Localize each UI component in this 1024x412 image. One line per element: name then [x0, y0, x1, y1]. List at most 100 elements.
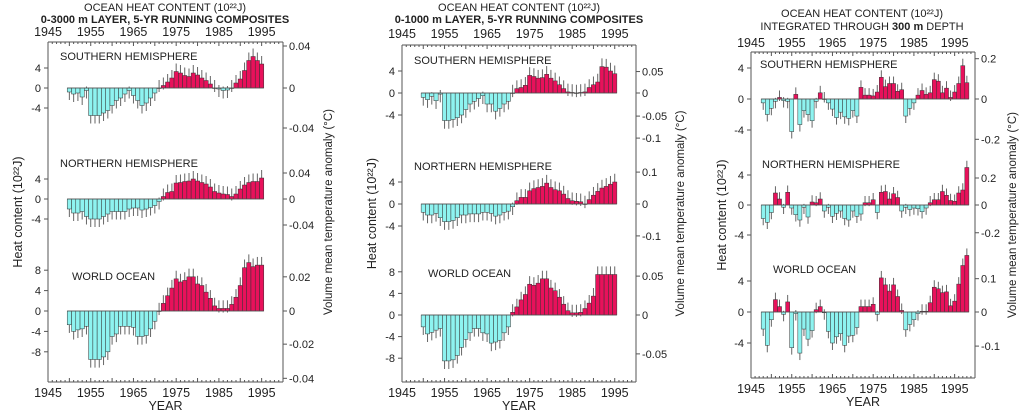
bar-1993 — [603, 186, 609, 205]
bar-1973 — [518, 87, 524, 94]
y-tick-label: 0 — [35, 83, 41, 95]
x-tick-label: 1995 — [248, 386, 276, 400]
bar-1985 — [216, 192, 222, 200]
bar-1955 — [442, 314, 447, 362]
bar-1977 — [535, 187, 541, 205]
y2-tick-label: -0.1 — [642, 133, 661, 145]
bar-1984 — [907, 204, 913, 210]
bar-1951 — [71, 87, 77, 95]
bar-1994 — [608, 274, 613, 316]
bar-1981 — [552, 189, 558, 205]
bar-1974 — [866, 306, 872, 313]
bar-1972 — [858, 87, 864, 100]
y2-tick-label: 0 — [981, 94, 987, 106]
bar-1959 — [105, 310, 111, 353]
bar-1969 — [501, 203, 507, 213]
bar-1955 — [442, 92, 447, 121]
y-tick-label: 4 — [738, 170, 744, 182]
bar-1962 — [817, 306, 823, 313]
y-tick-label: 4 — [35, 174, 41, 186]
bar-1969 — [501, 92, 507, 105]
bar-1990 — [931, 199, 937, 206]
bar-1988 — [923, 94, 929, 100]
bar-1991 — [595, 81, 601, 94]
chart-subtitle: 0-1000 m LAYER, 5-YR RUNNING COMPOSITES — [395, 14, 643, 26]
bar-1959 — [459, 314, 464, 348]
bar-1959 — [805, 98, 811, 115]
bar-1962 — [471, 203, 477, 215]
subplot-title: SOUTHERN HEMISPHERE — [760, 59, 898, 71]
y2-axis-label: Volume mean temperature anomaly (°C) — [675, 110, 687, 316]
bar-1969 — [501, 314, 507, 334]
bar-1991 — [242, 70, 247, 89]
bar-1969 — [846, 98, 852, 119]
bar-1985 — [911, 98, 917, 104]
bar-1957 — [96, 198, 102, 220]
bar-1967 — [493, 92, 498, 112]
bar-1977 — [879, 192, 884, 206]
bar-1989 — [927, 302, 933, 313]
y-tick-label: 4 — [35, 286, 41, 298]
bar-1951 — [71, 310, 77, 332]
bar-1957 — [96, 87, 102, 116]
chart-title: OCEAN HEAT CONTENT (10²²J) — [84, 2, 246, 14]
bar-1967 — [838, 204, 843, 212]
bar-1983 — [903, 311, 909, 331]
bar-1983 — [903, 98, 909, 117]
x-tick-label-top: 1975 — [162, 25, 190, 39]
bar-1975 — [870, 304, 876, 313]
bar-1995 — [952, 91, 957, 100]
bar-1994 — [608, 70, 613, 94]
bar-1980 — [891, 193, 896, 206]
bar-1979 — [887, 83, 892, 100]
bar-1957 — [450, 314, 456, 361]
y2-tick-label: 0.02 — [289, 272, 310, 284]
bar-1955 — [442, 203, 447, 222]
bar-1995 — [612, 181, 618, 205]
bar-1973 — [518, 197, 524, 205]
bar-1982 — [557, 296, 562, 316]
bar-1956 — [793, 94, 799, 100]
bar-1968 — [143, 310, 149, 336]
bar-1960 — [109, 87, 115, 106]
y-tick-label: -8 — [385, 353, 395, 365]
y2-tick-label: 0 — [642, 199, 648, 211]
bar-1951 — [773, 299, 778, 313]
bar-1957 — [450, 203, 456, 221]
bar-1986 — [574, 201, 579, 205]
bar-1960 — [109, 310, 115, 337]
bar-1958 — [454, 203, 460, 218]
panel-3: OCEAN HEAT CONTENT (10²²J)INTEGRATED THR… — [715, 8, 1019, 409]
bar-1958 — [454, 92, 460, 118]
bar-1971 — [854, 204, 860, 217]
bar-1972 — [514, 200, 520, 205]
panel-1: OCEAN HEAT CONTENT (10²²J)0-3000 m LAYER… — [11, 2, 335, 412]
bar-1965 — [830, 98, 835, 110]
y-axis-label: Heat content (10²²J) — [11, 156, 25, 267]
bar-1981 — [199, 285, 205, 312]
bar-1966 — [488, 314, 494, 344]
x-axis-label: YEAR — [502, 399, 536, 412]
bar-1970 — [152, 87, 158, 94]
bar-1967 — [139, 198, 145, 211]
bar-1963 — [476, 92, 481, 99]
bar-1950 — [769, 311, 774, 320]
bar-1989 — [586, 199, 592, 205]
y-tick-label: 4 — [389, 66, 395, 78]
bar-1949 — [765, 98, 770, 115]
x-tick-label: 1965 — [473, 386, 501, 400]
bar-1978 — [883, 284, 888, 313]
bar-1962 — [118, 198, 124, 212]
bar-1960 — [809, 98, 815, 121]
bar-1993 — [250, 56, 256, 89]
bar-1989 — [586, 87, 592, 94]
bar-1952 — [777, 198, 782, 206]
bar-1955 — [88, 198, 94, 220]
bar-1968 — [497, 314, 503, 341]
y-tick-label: 4 — [389, 288, 395, 300]
bar-1975 — [173, 278, 179, 312]
bar-1978 — [186, 180, 192, 200]
bar-1994 — [254, 60, 260, 89]
y2-tick-label: 0 — [289, 83, 295, 95]
